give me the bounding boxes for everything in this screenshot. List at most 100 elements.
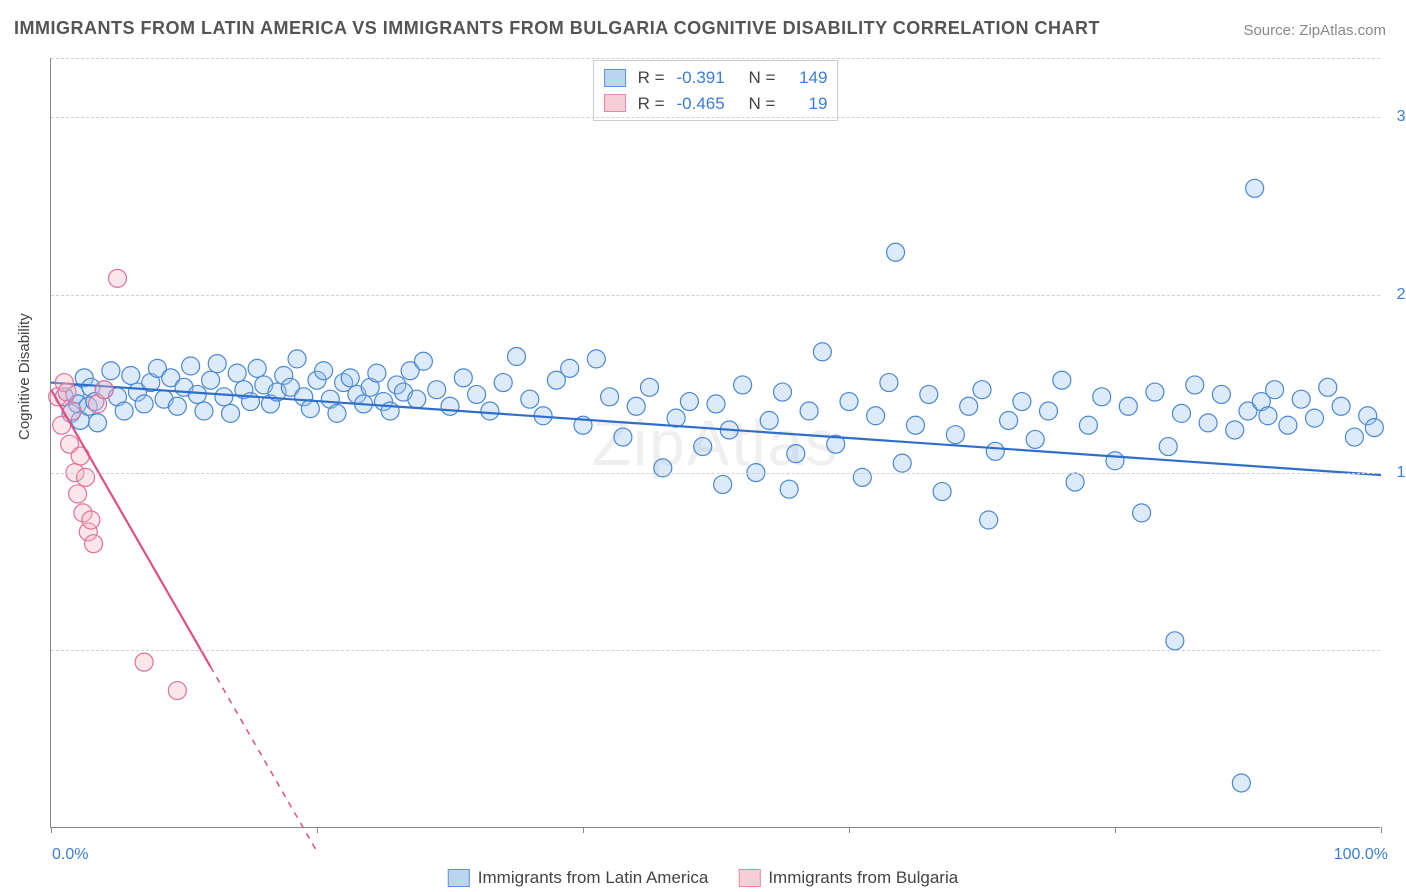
data-point <box>135 395 153 413</box>
data-point <box>787 445 805 463</box>
legend-swatch <box>448 869 470 887</box>
data-point <box>707 395 725 413</box>
data-point <box>102 362 120 380</box>
data-point <box>893 454 911 472</box>
source-label: Source: ZipAtlas.com <box>1243 22 1386 39</box>
data-point <box>1173 404 1191 422</box>
stat-r-label: R = <box>638 91 665 117</box>
plot-area: ZipAtlas R =-0.391N =149R =-0.465N =19 7… <box>50 58 1380 828</box>
data-point <box>82 511 100 529</box>
trend-line <box>51 390 211 667</box>
data-point <box>694 438 712 456</box>
data-point <box>1306 409 1324 427</box>
legend-swatch <box>604 94 626 112</box>
stat-n-value: 149 <box>787 65 827 91</box>
data-point <box>95 381 113 399</box>
data-point <box>1066 473 1084 491</box>
data-point <box>1259 407 1277 425</box>
data-point <box>521 390 539 408</box>
data-point <box>1026 430 1044 448</box>
gridline <box>51 295 1380 296</box>
data-point <box>288 350 306 368</box>
trend-line-dashed <box>211 667 317 852</box>
data-point <box>315 362 333 380</box>
y-axis-label: Cognitive Disability <box>16 313 33 440</box>
data-point <box>1246 179 1264 197</box>
data-point <box>85 535 103 553</box>
data-point <box>774 383 792 401</box>
data-point <box>1319 378 1337 396</box>
data-point <box>222 404 240 422</box>
data-point <box>907 416 925 434</box>
x-tick <box>583 827 584 833</box>
stat-r-label: R = <box>638 65 665 91</box>
data-point <box>1146 383 1164 401</box>
data-point <box>1186 376 1204 394</box>
data-point <box>328 404 346 422</box>
x-tick <box>1115 827 1116 833</box>
data-point <box>69 485 87 503</box>
data-point <box>109 269 127 287</box>
data-point <box>1013 393 1031 411</box>
series-legend-item: Immigrants from Latin America <box>448 868 709 888</box>
x-tick <box>849 827 850 833</box>
data-point <box>468 385 486 403</box>
data-point <box>215 388 233 406</box>
data-point <box>800 402 818 420</box>
data-point <box>1000 411 1018 429</box>
stat-r-value: -0.391 <box>677 65 737 91</box>
series-legend-label: Immigrants from Bulgaria <box>768 868 958 888</box>
data-point <box>813 343 831 361</box>
data-point <box>1040 402 1058 420</box>
data-point <box>641 378 659 396</box>
data-point <box>1053 371 1071 389</box>
data-point <box>228 364 246 382</box>
data-point <box>1093 388 1111 406</box>
data-point <box>680 393 698 411</box>
stat-legend-row: R =-0.465N =19 <box>604 91 828 117</box>
data-point <box>122 366 140 384</box>
data-point <box>920 385 938 403</box>
stat-legend-row: R = -0.391 N = 149 <box>604 65 828 91</box>
data-point <box>1345 428 1363 446</box>
data-point <box>494 374 512 392</box>
data-point <box>1119 397 1137 415</box>
data-point <box>960 397 978 415</box>
data-point <box>508 348 526 366</box>
series-legend-label: Immigrants from Latin America <box>478 868 709 888</box>
stat-n-label: N = <box>749 65 776 91</box>
data-point <box>168 682 186 700</box>
data-point <box>867 407 885 425</box>
data-point <box>408 390 426 408</box>
data-point <box>341 369 359 387</box>
x-tick <box>317 827 318 833</box>
x-end-label: 100.0% <box>1334 846 1388 864</box>
data-point <box>454 369 472 387</box>
data-point <box>973 381 991 399</box>
data-point <box>986 442 1004 460</box>
data-point <box>1226 421 1244 439</box>
data-point <box>1365 419 1383 437</box>
stat-r-value: -0.465 <box>677 91 737 117</box>
x-start-label: 0.0% <box>52 846 88 864</box>
data-point <box>481 402 499 420</box>
data-point <box>853 468 871 486</box>
data-point <box>1079 416 1097 434</box>
x-tick <box>51 827 52 833</box>
data-point <box>195 402 213 420</box>
chart-title: IMMIGRANTS FROM LATIN AMERICA VS IMMIGRA… <box>14 18 1100 39</box>
data-point <box>77 468 95 486</box>
data-point <box>368 364 386 382</box>
stat-n-value: 19 <box>787 91 827 117</box>
data-point <box>428 381 446 399</box>
series-legend-item: Immigrants from Bulgaria <box>738 868 958 888</box>
data-point <box>933 483 951 501</box>
data-point <box>441 397 459 415</box>
data-point <box>1106 452 1124 470</box>
stat-legend: R = -0.391 N = 149R = -0.465 N = 19 <box>593 60 839 121</box>
y-tick-label: 30.0% <box>1397 108 1406 126</box>
data-point <box>627 397 645 415</box>
data-point <box>840 393 858 411</box>
data-point <box>654 459 672 477</box>
data-point <box>980 511 998 529</box>
